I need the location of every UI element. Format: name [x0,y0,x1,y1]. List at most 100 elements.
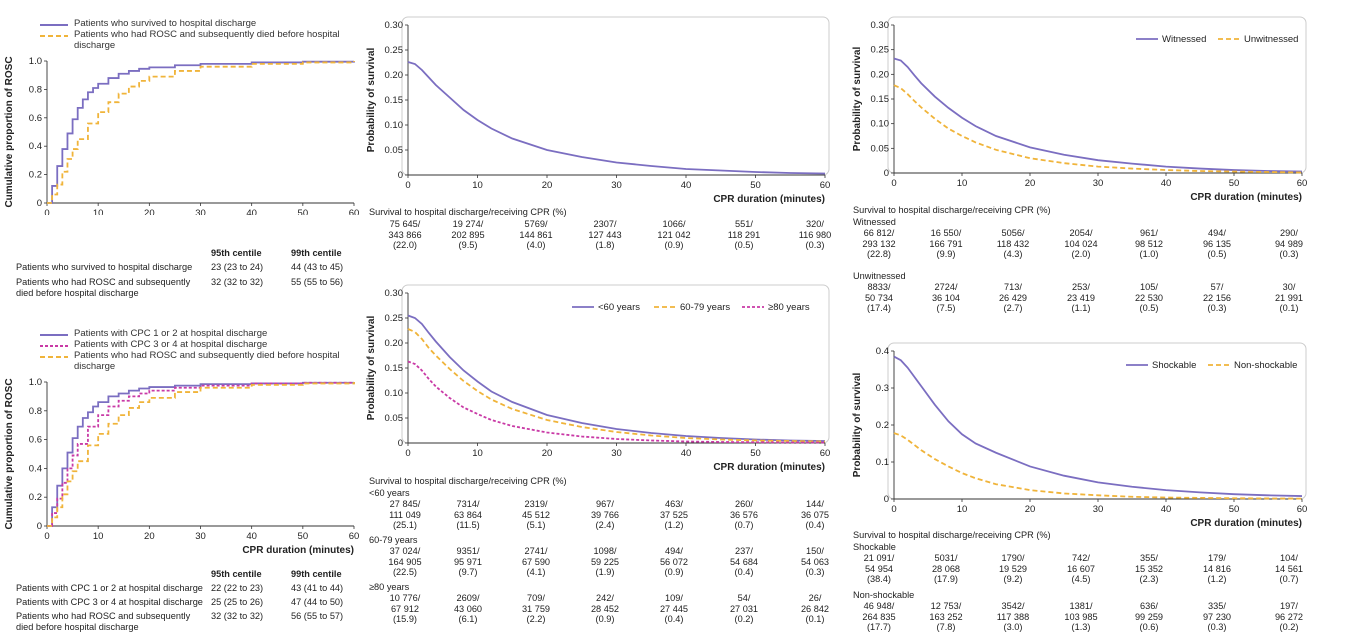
count-line: (0.7) [734,520,754,530]
count-line: (1.9) [595,567,615,577]
count-cell: 104/14 561 (0.7) [1259,553,1319,585]
centile-95-value: 22 (22 to 23) [211,583,264,593]
count-line: 116 980 [798,229,832,240]
count-line: (9.2) [1003,574,1023,584]
count-cell: 12 753/163 252 (7.8) [916,601,976,633]
legend-item: Patients who had ROSC and subsequently d… [40,29,360,51]
count-line: 56 072 [659,556,689,567]
count-line: (4.3) [1003,249,1023,259]
count-line: 713/ [1004,282,1022,292]
x-tick-label: 10 [472,180,483,191]
count-line: 163 252 [929,611,963,622]
centile-99-value: 55 (55 to 56) [291,277,344,287]
series-line [893,57,1303,173]
count-line: (0.4) [734,567,754,577]
count-cell: 2319/45 512 (5.1) [506,499,566,531]
count-line: 54 954 [864,563,894,574]
centile-99-value: 56 (55 to 57) [291,611,344,621]
y-tick-label: 0.8 [29,406,42,417]
y-axis-label: Cumulative proportion of ROSC [4,378,15,529]
count-line: 104/ [1280,553,1298,563]
count-line: 1066/ [662,219,686,229]
group-label: Non-shockable [853,590,915,600]
y-tick-label: 0 [37,198,42,209]
y-tick-label: 0.1 [876,457,889,468]
count-line: 144 861 [519,229,553,240]
survival-chart-witnessed: 0 0.05 0.10 0.15 0.20 0.25 0.30 0 10 20 30 40 50 60 CP… [852,16,1307,203]
survival-caption: Survival to hospital discharge/receiving… [369,207,567,217]
series-line [47,382,355,527]
count-cell: 494/56 072 (0.9) [644,546,704,578]
count-line: 98 512 [1134,238,1164,249]
count-line: (4.0) [526,240,546,250]
count-line: 5031/ [934,553,958,563]
x-tick-label: 10 [957,504,968,515]
count-cell: 1066/121 042 (0.9) [644,219,704,251]
count-line: (0.9) [664,240,684,250]
count-line: 96 135 [1202,238,1232,249]
legend-item: Patients who survived to hospital discha… [40,18,360,29]
count-cell: 16 550/166 791 (9.9) [916,228,976,260]
y-tick-label: 0.3 [876,383,889,394]
survival-caption: Survival to hospital discharge/receiving… [853,205,1051,215]
count-line: (0.5) [734,240,754,250]
count-line: (0.3) [1207,622,1227,632]
y-tick-label: 0 [398,438,403,449]
group-label: Witnessed [853,217,896,227]
count-line: (0.3) [805,240,825,250]
y-tick-label: 0.20 [871,69,890,80]
count-line: 26 429 [998,292,1028,303]
count-line: 36 104 [931,292,961,303]
x-tick-label: 20 [144,531,155,542]
centile-row-label: Patients who survived to hospital discha… [16,262,193,272]
count-line: 12 753/ [930,601,962,611]
count-line: 3542/ [1001,601,1025,611]
y-tick-label: 0 [884,494,889,505]
y-tick-label: 0.20 [385,338,404,349]
count-line: 37 525 [659,509,689,520]
x-tick-label: 20 [542,448,553,459]
count-cell: 54/27 031 (0.2) [714,593,774,625]
count-cell: 355/15 352 (2.3) [1119,553,1179,585]
series-line [893,355,1303,497]
y-tick-label: 0.05 [385,145,404,156]
count-line: (38.4) [866,574,891,584]
count-line: 121 042 [657,229,691,240]
count-line: (2.2) [526,614,546,624]
counts-rhythm: Survival to hospital discharge/receiving… [853,530,1313,644]
count-cell: 7314/63 864 (11.5) [438,499,498,531]
y-tick-label: 0.6 [29,435,42,446]
count-line: 99 259 [1134,611,1164,622]
count-line: (1.8) [595,240,615,250]
count-cell: 961/98 512 (1.0) [1119,228,1179,260]
y-tick-label: 1.0 [29,377,42,388]
legend-item: Patients with CPC 3 or 4 at hospital dis… [40,339,360,350]
count-cell: 26/26 842 (0.1) [785,593,845,625]
series-line [893,432,1303,500]
count-line: 1381/ [1069,601,1093,611]
count-line: 290/ [1280,228,1298,238]
count-cell: 5056/118 432 (4.3) [983,228,1043,260]
count-line: 27 445 [659,603,689,614]
count-line: 94 989 [1274,238,1304,249]
count-line: 2319/ [524,499,548,509]
count-line: 104 024 [1064,238,1098,249]
centile-95-value: 23 (23 to 24) [211,262,264,272]
count-line: (6.1) [458,614,478,624]
count-cell: 109/27 445 (0.4) [644,593,704,625]
count-line: 57/ [1210,282,1224,292]
x-tick-label: 30 [1093,504,1104,515]
y-tick-label: 0.30 [385,288,404,299]
count-line: 961/ [1140,228,1158,238]
count-line: 54 063 [800,556,830,567]
x-tick-label: 10 [957,178,968,189]
count-cell: 8833/50 734 (17.4) [849,282,909,314]
count-line: 494/ [1208,228,1226,238]
centile-95-value: 25 (25 to 26) [211,597,264,607]
count-line: 5056/ [1001,228,1025,238]
series-line [47,60,355,204]
x-tick-label: 60 [1297,504,1308,515]
x-axis-label: CPR duration (minutes) [713,194,825,205]
x-tick-label: 50 [298,208,309,215]
count-line: 50 734 [864,292,894,303]
